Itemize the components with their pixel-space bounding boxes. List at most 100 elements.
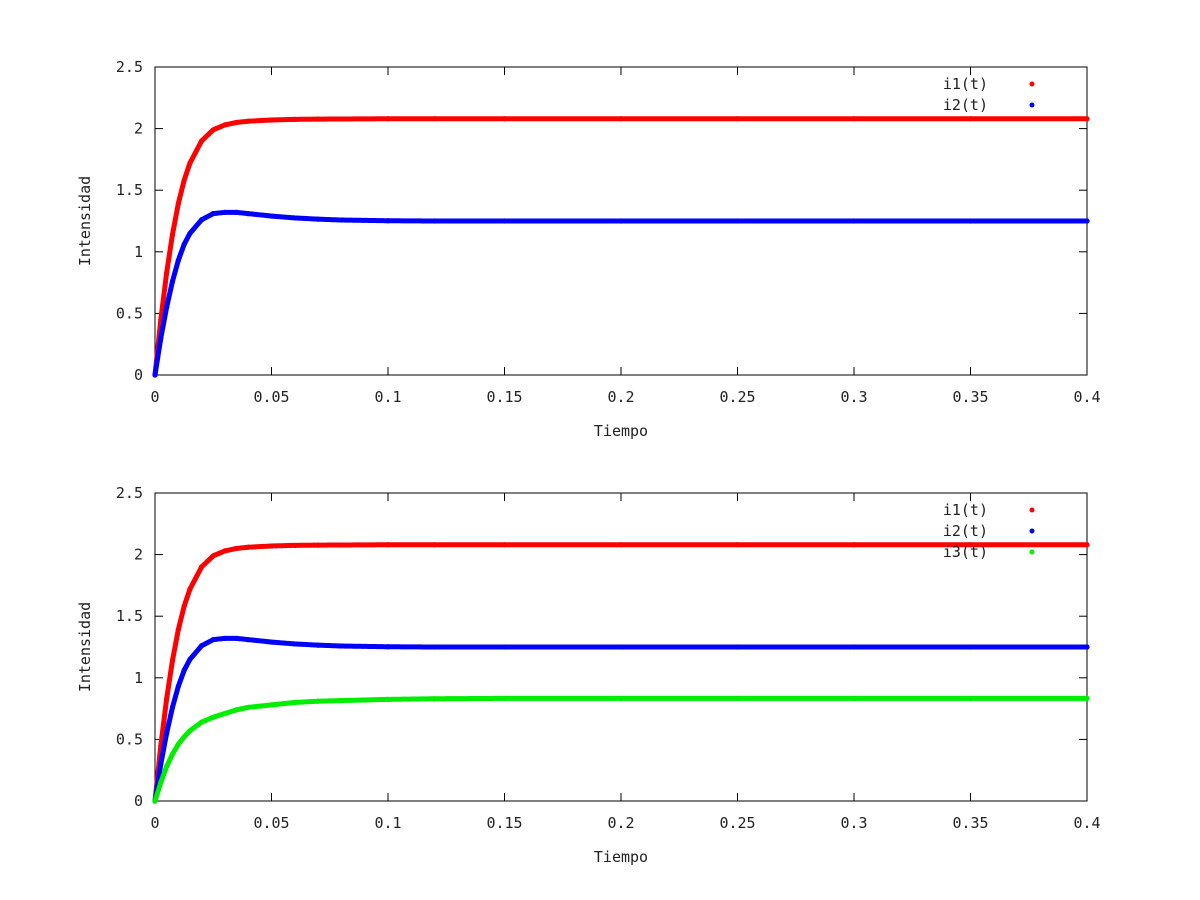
data-point [199,138,205,144]
data-point [385,542,391,548]
data-point [385,116,391,122]
data-point [967,116,974,122]
x-tick-label: 0.35 [952,388,988,406]
data-point [181,734,187,740]
data-point [187,160,193,166]
series-curve [152,542,1090,804]
data-point [210,127,216,133]
data-point [501,218,508,224]
data-point [851,116,857,122]
y-tick-label: 1.5 [116,181,143,199]
data-point [967,695,974,701]
y-tick-label: 0 [134,366,143,384]
series-i2t [152,635,1090,804]
data-point [169,231,176,238]
data-point [164,270,170,276]
series-curve [152,116,1090,378]
data-point [292,116,298,122]
data-point [233,209,240,215]
data-point [1084,542,1090,548]
data-point [1084,695,1090,701]
data-point [734,695,741,701]
series-i1t [152,542,1090,804]
legend-marker-1 [1029,507,1035,513]
data-point [432,644,438,650]
data-point [851,695,857,701]
data-point [618,542,624,548]
data-point [233,635,240,641]
y-tick-label: 2 [134,120,143,138]
data-point [268,702,275,708]
x-tick-label: 0 [150,814,159,832]
data-point [175,257,181,264]
legend-marker-1 [1029,81,1035,87]
data-point [222,122,228,128]
data-point [169,704,176,710]
data-point [164,696,170,702]
data-point [187,656,193,662]
x-tick-label: 0.25 [719,388,755,406]
data-point [233,545,240,552]
data-point [385,218,391,224]
series-i3t [152,695,1090,804]
legend-label-1: i1(t) [943,501,988,519]
y-tick-label: 1 [134,669,143,687]
x-tick-label: 0.3 [840,814,867,832]
legend-marker-3 [1029,549,1035,555]
data-point [618,695,624,701]
data-point [292,699,298,706]
data-point [851,218,857,224]
data-point [268,639,275,645]
data-point [432,696,438,702]
x-tick-label: 0.4 [1073,814,1100,832]
data-point [245,118,251,124]
data-point [187,728,193,734]
y-tick-label: 1 [134,243,143,261]
data-point [432,116,438,122]
data-point [338,217,344,223]
data-point [187,586,193,592]
series-i2t [152,209,1090,378]
data-point [315,116,321,122]
data-point [245,637,251,643]
y-tick-label: 2.5 [116,58,143,76]
data-point [618,218,624,224]
y-tick-label: 0.5 [116,304,143,322]
data-point [233,119,240,126]
y-axis-label: Intensidad [76,176,94,266]
data-point [158,761,164,767]
data-point [158,779,164,786]
y-tick-label: 2 [134,546,143,564]
data-point [315,698,321,704]
data-point [385,696,391,702]
x-tick-label: 0.1 [374,814,401,832]
x-tick-label: 0 [150,388,159,406]
data-point [222,209,228,215]
data-point [164,730,170,736]
x-tick-label: 0.2 [607,388,634,406]
y-tick-label: 1.5 [116,607,143,625]
data-point [245,544,251,550]
legend-marker-2 [1029,528,1035,534]
data-point [181,603,187,609]
data-point [169,751,176,757]
data-point [851,644,857,650]
x-tick-label: 0.05 [253,388,289,406]
data-point [338,643,344,649]
data-point [315,216,321,222]
data-point [181,241,187,248]
data-point [233,707,240,713]
data-point [292,641,298,647]
data-point [222,635,228,641]
series-curve [152,695,1090,804]
data-point [734,644,741,650]
data-point [385,644,391,650]
data-point [338,697,344,704]
data-point [164,304,170,310]
legend-label-2: i2(t) [943,522,988,540]
data-point [967,218,974,224]
data-point [181,667,187,674]
x-tick-label: 0.15 [486,388,522,406]
x-tick-label: 0.2 [607,814,634,832]
